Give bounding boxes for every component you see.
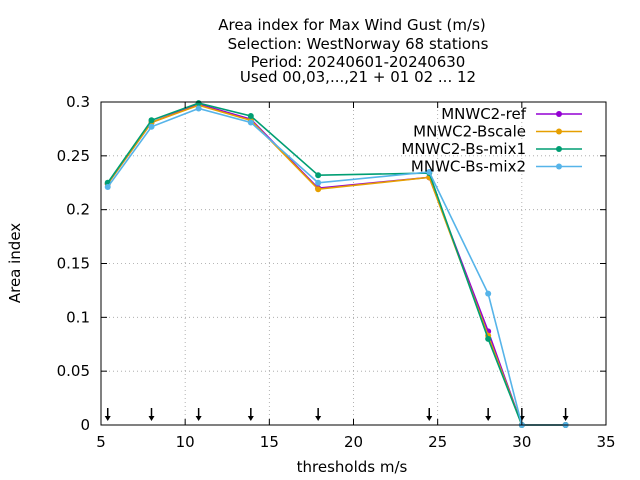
legend-label-2: MNWC2-Bscale [413, 123, 526, 141]
title-line-4: Used 00,03,...,21 + 01 02 ... 12 [240, 68, 476, 86]
threshold-marker-head [315, 416, 322, 421]
x-tick-label: 10 [176, 433, 195, 451]
series-layer [104, 100, 569, 428]
x-tick-label: 35 [596, 433, 615, 451]
threshold-markers [104, 408, 569, 421]
legend: MNWC2-refMNWC2-BscaleMNWC2-Bs-mix1MNWC-B… [401, 105, 582, 176]
data-point [148, 123, 155, 130]
data-point [104, 184, 111, 191]
y-tick-label: 0.3 [66, 93, 90, 111]
x-tick-label: 25 [428, 433, 447, 451]
title-line-2: Selection: WestNorway 68 stations [228, 35, 489, 53]
threshold-marker-head [104, 416, 111, 421]
threshold-marker-head [485, 416, 492, 421]
y-tick-label: 0.2 [66, 201, 90, 219]
threshold-marker-head [247, 416, 254, 421]
data-point [315, 179, 322, 186]
axis-ticks: 0 0.05 0.1 0.15 0.2 0.25 0.3 5 10 15 20 25 30 35 [57, 93, 616, 451]
data-point [247, 112, 254, 119]
x-tick-label: 5 [96, 433, 106, 451]
y-tick-label: 0 [80, 416, 90, 434]
y-tick-label: 0.1 [66, 308, 90, 326]
y-tick-label: 0.25 [57, 147, 90, 165]
data-point [485, 335, 492, 342]
x-tick-label: 30 [512, 433, 531, 451]
chart-title: Area index for Max Wind Gust (m/s) Selec… [218, 16, 488, 86]
grid [101, 102, 606, 425]
legend-marker-1 [556, 111, 562, 117]
x-tick-label: 15 [260, 433, 279, 451]
threshold-marker-head [562, 416, 569, 421]
data-point [315, 186, 322, 193]
threshold-marker-head [148, 416, 155, 421]
legend-label-1: MNWC2-ref [441, 105, 526, 123]
data-point [195, 100, 202, 107]
y-axis-label: Area index [6, 223, 24, 303]
legend-marker-2 [556, 128, 562, 135]
x-tick-label: 20 [344, 433, 363, 451]
data-point [426, 168, 433, 175]
legend-label-4: MNWC-Bs-mix2 [411, 158, 526, 176]
legend-label-3: MNWC2-Bs-mix1 [401, 140, 526, 158]
threshold-marker-head [426, 416, 433, 421]
title-line-3: Period: 20240601-20240630 [251, 53, 466, 71]
title-line-1: Area index for Max Wind Gust (m/s) [218, 16, 486, 34]
legend-marker-3 [556, 146, 562, 152]
data-point [315, 172, 322, 179]
data-point [148, 117, 155, 124]
x-axis-label: thresholds m/s [297, 458, 408, 476]
y-tick-label: 0.05 [57, 362, 90, 380]
data-point [247, 119, 254, 126]
data-point [195, 105, 202, 112]
data-point [485, 290, 492, 297]
legend-marker-4 [556, 163, 562, 170]
y-tick-label: 0.15 [57, 255, 90, 273]
threshold-marker-head [195, 416, 202, 421]
